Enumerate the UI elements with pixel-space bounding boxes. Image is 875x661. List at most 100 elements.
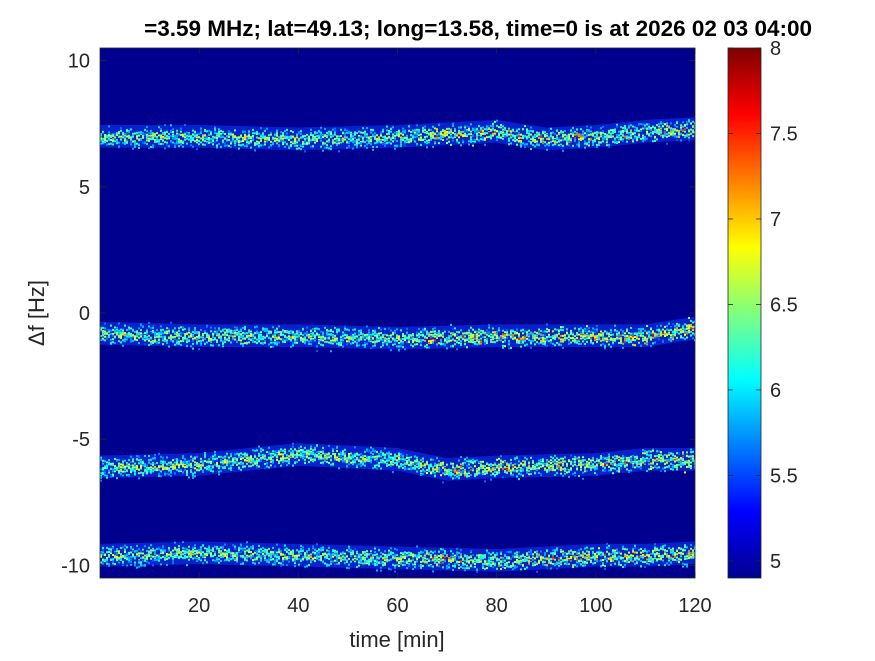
band-pixel xyxy=(190,137,192,140)
band-pixel xyxy=(224,458,226,461)
band-pixel xyxy=(552,342,554,345)
band-pixel xyxy=(320,461,322,464)
band-pixel xyxy=(308,343,310,346)
band-pixel xyxy=(490,129,492,132)
band-pixel xyxy=(112,468,114,471)
band-pixel xyxy=(538,143,540,146)
band-pixel xyxy=(226,331,228,334)
band-pixel xyxy=(372,329,374,332)
band-pixel xyxy=(456,140,458,143)
band-pixel xyxy=(116,326,118,329)
band-pixel xyxy=(532,139,534,142)
band-pixel xyxy=(420,344,422,347)
band-pixel xyxy=(160,134,162,137)
band-pixel xyxy=(410,337,412,340)
band-pixel xyxy=(208,334,210,337)
band-pixel xyxy=(204,332,206,335)
band-pixel xyxy=(552,140,554,143)
band-pixel xyxy=(246,138,248,141)
band-pixel xyxy=(122,136,124,139)
band-pixel xyxy=(628,332,630,335)
band-pixel xyxy=(390,349,392,352)
band-pixel xyxy=(644,127,646,130)
band-pixel xyxy=(410,134,412,137)
band-pixel xyxy=(604,137,606,140)
band-pixel xyxy=(240,144,242,147)
band-pixel xyxy=(180,331,182,334)
band-pixel xyxy=(568,133,570,136)
band-pixel xyxy=(378,140,380,143)
band-pixel xyxy=(342,337,344,340)
band-pixel xyxy=(478,338,480,341)
band-pixel xyxy=(662,341,664,344)
band-pixel xyxy=(232,335,234,338)
band-pixel xyxy=(396,339,398,342)
band-pixel xyxy=(402,137,404,140)
band-pixel xyxy=(190,464,192,466)
band-pixel xyxy=(390,142,392,145)
band-pixel xyxy=(296,450,298,453)
band-pixel xyxy=(692,332,694,335)
band-pixel xyxy=(324,137,326,140)
band-pixel xyxy=(356,335,358,338)
band-pixel xyxy=(208,133,210,136)
band-pixel xyxy=(294,462,296,465)
band-pixel xyxy=(232,463,234,466)
band-pixel xyxy=(244,136,246,139)
band-pixel xyxy=(114,336,116,339)
band-pixel xyxy=(498,329,500,332)
band-pixel xyxy=(432,339,434,342)
band-pixel xyxy=(150,342,152,345)
band-pixel xyxy=(138,134,140,137)
band-pixel xyxy=(482,331,484,334)
band-pixel xyxy=(388,340,390,343)
band-pixel xyxy=(220,335,222,338)
band-pixel xyxy=(434,137,436,140)
band-pixel xyxy=(450,128,452,131)
band-pixel xyxy=(142,336,144,339)
band-pixel xyxy=(358,138,360,141)
band-pixel xyxy=(214,450,216,453)
band-pixel xyxy=(230,455,232,458)
band-pixel xyxy=(394,131,396,134)
band-pixel xyxy=(658,328,660,331)
band-pixel xyxy=(436,135,438,138)
band-pixel xyxy=(418,137,420,140)
band-pixel xyxy=(260,337,262,340)
band-pixel xyxy=(178,330,180,333)
band-pixel xyxy=(394,339,396,342)
band-pixel xyxy=(124,459,126,462)
band-pixel xyxy=(118,322,120,325)
band-pixel xyxy=(170,140,172,143)
band-pixel xyxy=(602,138,604,141)
band-pixel xyxy=(206,324,208,327)
band-pixel xyxy=(308,333,310,336)
band-pixel xyxy=(186,142,188,145)
band-pixel xyxy=(666,127,668,130)
band-pixel xyxy=(202,333,204,335)
band-pixel xyxy=(264,140,266,143)
band-pixel xyxy=(524,143,526,146)
band-pixel xyxy=(500,131,502,134)
band-pixel xyxy=(468,338,470,341)
band-pixel xyxy=(604,133,606,135)
band-pixel xyxy=(506,132,508,135)
band-pixel xyxy=(196,464,198,466)
band-pixel xyxy=(168,469,170,472)
band-pixel xyxy=(110,343,112,345)
band-pixel xyxy=(268,451,270,454)
band-pixel xyxy=(654,135,656,138)
band-pixel xyxy=(478,334,480,337)
band-pixel xyxy=(424,339,426,342)
band-pixel xyxy=(110,467,112,470)
band-pixel xyxy=(598,333,600,336)
band-pixel xyxy=(586,143,588,146)
band-pixel xyxy=(560,130,562,133)
band-pixel xyxy=(148,468,150,471)
band-pixel xyxy=(586,331,588,334)
band-pixel xyxy=(226,330,228,333)
band-pixel xyxy=(448,130,450,133)
band-pixel xyxy=(536,334,538,337)
band-pixel xyxy=(298,453,300,456)
band-pixel xyxy=(542,139,544,142)
